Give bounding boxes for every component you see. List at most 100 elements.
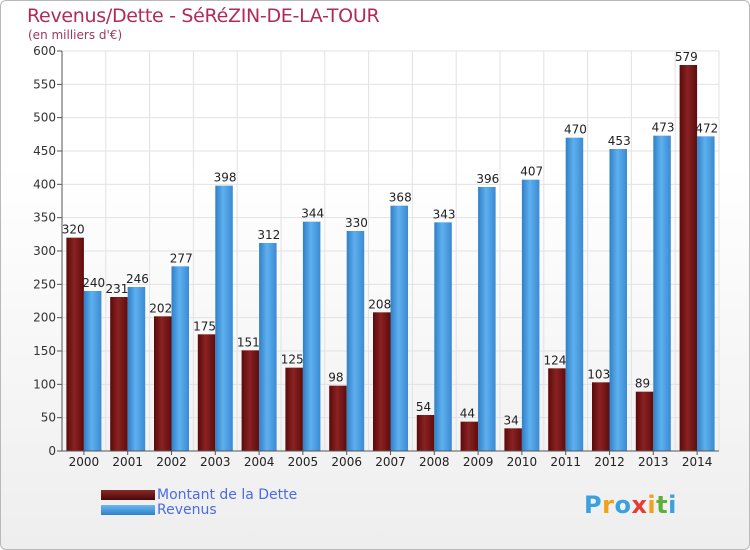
- bar-revenus-2005: [302, 221, 321, 451]
- logo-letter: t: [656, 491, 669, 519]
- bar-revenus-2003: [215, 185, 233, 451]
- data-label: 98: [328, 371, 343, 385]
- x-tick-label: 2011: [550, 455, 581, 469]
- bar-dette-2011: [548, 368, 566, 451]
- logo-letter: r: [602, 491, 615, 519]
- bar-dette-2005: [285, 367, 303, 451]
- logo-letter: x: [631, 491, 648, 519]
- data-label: 343: [433, 207, 456, 221]
- bar-dette-2007: [373, 312, 391, 451]
- y-tick-label: 500: [33, 111, 56, 125]
- data-label: 240: [82, 276, 105, 290]
- bar-dette-2009: [460, 421, 479, 451]
- bar-revenus-2000: [83, 291, 102, 451]
- data-label: 579: [675, 50, 698, 64]
- proxiti-logo: Proxiti: [584, 491, 677, 519]
- bar-revenus-2014: [697, 136, 715, 452]
- x-tick-label: 2010: [507, 455, 538, 469]
- x-tick-label: 2008: [419, 455, 450, 469]
- bar-revenus-2006: [346, 231, 365, 451]
- y-tick-label: 450: [33, 144, 56, 158]
- bar-revenus-2001: [127, 287, 146, 451]
- x-tick-label: 2001: [112, 455, 143, 469]
- bar-dette-2002: [154, 316, 172, 451]
- bar-revenus-2011: [565, 137, 584, 451]
- legend-label-dette: Montant de la Dette: [157, 486, 298, 503]
- bar-dette-2006: [329, 385, 347, 451]
- data-label: 103: [587, 367, 610, 381]
- y-tick-label: 350: [33, 211, 56, 225]
- data-label: 320: [62, 223, 85, 237]
- data-label: 175: [193, 319, 216, 333]
- y-tick-label: 0: [48, 444, 56, 458]
- bar-revenus-2012: [609, 149, 627, 451]
- legend-swatch-dette: [101, 489, 155, 500]
- x-tick-label: 2002: [156, 455, 187, 469]
- data-label: 344: [301, 207, 324, 221]
- x-tick-label: 2014: [682, 455, 713, 469]
- logo-letter: P: [584, 491, 603, 519]
- data-label: 89: [635, 377, 650, 391]
- data-label: 124: [543, 353, 566, 367]
- bar-revenus-2013: [653, 135, 671, 451]
- bar-dette-2004: [241, 350, 260, 451]
- bar-revenus-2010: [521, 179, 540, 451]
- y-tick-label: 100: [33, 377, 56, 391]
- data-label: 277: [170, 251, 193, 265]
- x-tick-label: 2013: [638, 455, 669, 469]
- data-label: 34: [504, 413, 519, 427]
- y-tick-label: 150: [33, 344, 56, 358]
- bar-dette-2012: [592, 382, 610, 451]
- bar-dette-2003: [197, 334, 216, 451]
- data-label: 44: [460, 407, 475, 421]
- data-label: 473: [652, 121, 675, 135]
- y-tick-label: 250: [33, 277, 56, 291]
- y-tick-label: 200: [33, 311, 56, 325]
- data-label: 231: [105, 282, 128, 296]
- y-tick-label: 550: [33, 77, 56, 91]
- y-tick-label: 300: [33, 244, 56, 258]
- data-label: 330: [345, 216, 368, 230]
- legend-item-revenus: Revenus: [101, 501, 297, 518]
- y-tick-label: 600: [33, 44, 56, 58]
- bar-dette-2001: [110, 297, 128, 451]
- chart-title: Revenus/Dette - SéRéZIN-DE-LA-TOUR: [27, 5, 380, 27]
- legend-swatch-revenus: [101, 504, 155, 515]
- y-tick-label: 50: [41, 411, 56, 425]
- data-label: 151: [237, 335, 260, 349]
- legend-item-dette: Montant de la Dette: [101, 486, 298, 503]
- logo-letter: o: [614, 491, 632, 519]
- bar-revenus-2002: [171, 266, 189, 451]
- data-label: 470: [564, 123, 587, 137]
- x-tick-label: 2005: [288, 455, 319, 469]
- bar-revenus-2007: [390, 205, 408, 451]
- bar-revenus-2004: [259, 243, 277, 451]
- data-label: 54: [416, 400, 431, 414]
- x-tick-label: 2004: [244, 455, 275, 469]
- logo-letter: i: [668, 491, 677, 519]
- data-label: 246: [126, 272, 149, 286]
- legend-label-revenus: Revenus: [157, 501, 217, 518]
- data-label: 407: [520, 165, 543, 179]
- legend: Montant de la Dette Revenus: [101, 486, 298, 518]
- bar-dette-2008: [416, 415, 435, 451]
- data-label: 312: [257, 228, 280, 242]
- bar-dette-2000: [66, 237, 84, 451]
- bar-revenus-2008: [434, 222, 452, 451]
- x-tick-label: 2007: [375, 455, 406, 469]
- x-tick-label: 2003: [200, 455, 231, 469]
- data-label: 453: [608, 134, 631, 148]
- bar-dette-2010: [504, 428, 522, 451]
- bar-dette-2014: [679, 65, 698, 451]
- logo-letter: i: [647, 491, 657, 519]
- data-label: 202: [149, 301, 172, 315]
- data-label: 396: [476, 172, 499, 186]
- x-tick-label: 2000: [69, 455, 100, 469]
- x-tick-label: 2012: [594, 455, 625, 469]
- data-label: 472: [695, 121, 718, 135]
- data-label: 368: [389, 191, 412, 205]
- data-label: 398: [214, 171, 237, 185]
- chart-subtitle: (en milliers d'€): [28, 28, 123, 42]
